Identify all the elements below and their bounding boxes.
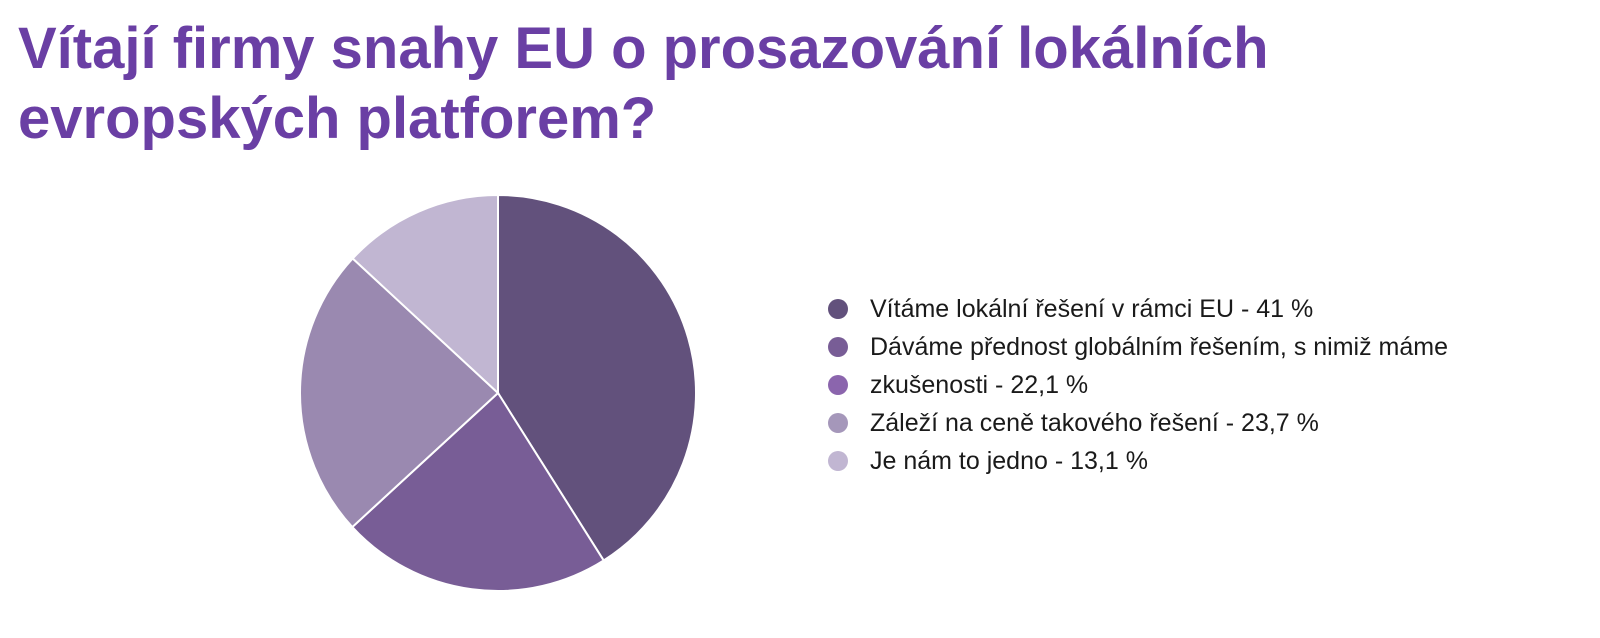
pie-slice-3 — [299, 257, 500, 529]
pie-slice-2 — [350, 391, 606, 592]
legend-swatch — [828, 299, 848, 319]
legend-item: Záleží na ceně takového řešení - 23,7 % — [828, 404, 1448, 442]
chart-title: Vítají firmy snahy EU o prosazování loká… — [18, 14, 1558, 154]
legend-label: Je nám to jedno - 13,1 % — [870, 446, 1148, 475]
legend-label: zkušenosti - 22,1 % — [870, 370, 1089, 399]
chart-legend: Vítáme lokální řešení v rámci EU - 41 % … — [828, 290, 1448, 480]
pie-chart — [299, 193, 697, 592]
legend-item: Dáváme přednost globálním řešením, s nim… — [828, 328, 1448, 366]
legend-label: Vítáme lokální řešení v rámci EU - 41 % — [870, 294, 1314, 323]
chart-title-line-2: evropských platforem? — [18, 86, 657, 151]
legend-swatch — [828, 451, 848, 471]
pie-slice-4 — [351, 193, 499, 396]
legend-label: Dáváme přednost globálním řešením, s nim… — [870, 332, 1449, 361]
legend-swatch — [828, 375, 848, 395]
pie-slice-1 — [497, 193, 697, 562]
legend-swatch — [828, 337, 848, 357]
legend-item: Je nám to jedno - 13,1 % — [828, 442, 1448, 480]
legend-label: Záleží na ceně takového řešení - 23,7 % — [870, 408, 1319, 437]
chart-title-line-1: Vítají firmy snahy EU o prosazování loká… — [18, 16, 1269, 81]
legend-swatch — [828, 413, 848, 433]
legend-item: Vítáme lokální řešení v rámci EU - 41 % — [828, 290, 1448, 328]
legend-item: zkušenosti - 22,1 % — [828, 366, 1448, 404]
